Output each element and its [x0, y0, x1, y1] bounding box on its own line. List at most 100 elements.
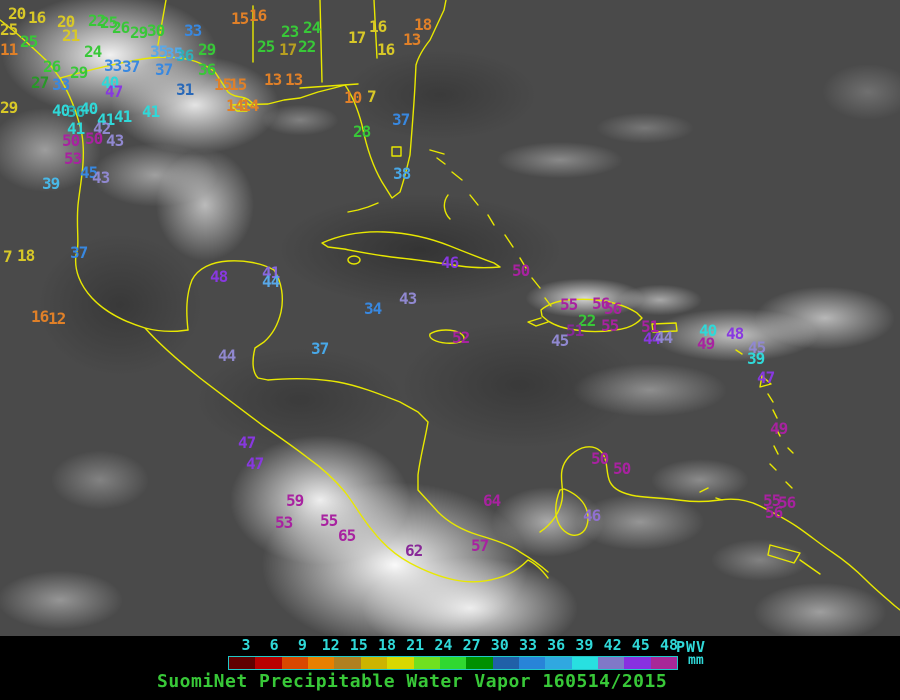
station-pwv-value: 55	[320, 511, 338, 530]
station-pwv-value: 20	[57, 12, 75, 31]
station-pwv-value: 44	[218, 346, 236, 365]
colorbar-tick: 30	[490, 636, 509, 654]
station-pwv-value: 25	[0, 20, 18, 39]
station-pwv-value: 13	[264, 70, 282, 89]
colorbar-tick: 21	[406, 636, 425, 654]
colorbar	[228, 656, 678, 670]
station-pwv-value: 56	[604, 299, 622, 318]
colorbar-segment	[439, 657, 467, 669]
colorbar-segment	[571, 657, 599, 669]
station-pwv-value: 15	[214, 75, 232, 94]
station-pwv-value: 24	[303, 18, 321, 37]
station-pwv-value: 17	[348, 28, 366, 47]
station-pwv-value: 14	[226, 96, 244, 115]
colorbar-segment	[334, 657, 361, 669]
station-pwv-value: 36	[198, 60, 216, 79]
state-border	[299, 83, 359, 89]
station-pwv-value: 47	[246, 454, 264, 473]
station-pwv-value: 23	[281, 22, 299, 41]
colorbar-segment	[413, 657, 440, 669]
state-border	[319, 0, 323, 83]
station-pwv-value: 45	[80, 163, 98, 182]
lake-okeechobee	[391, 146, 402, 157]
colorbar-segment	[308, 657, 335, 669]
coast-puerto-rico	[651, 322, 678, 333]
station-pwv-value: 64	[483, 491, 501, 510]
station-pwv-value: 37	[70, 243, 88, 262]
satellite-map: 20 16 20 21 25 22 25 26 29 30 33 29 11 25 24 35 35 36 26 29…	[0, 0, 900, 636]
station-pwv-value: 55	[763, 491, 781, 510]
bahamas-islands	[429, 149, 552, 307]
station-pwv-value: 29	[70, 63, 88, 82]
station-pwv-value: 16	[249, 6, 267, 25]
station-pwv-value: 13	[285, 70, 303, 89]
station-pwv-value: 30	[147, 21, 165, 40]
station-pwv-value: 37	[122, 57, 140, 76]
coast-jamaica	[429, 329, 465, 344]
state-border	[373, 0, 378, 59]
lesser-antilles-islands	[699, 349, 794, 501]
station-pwv-value: 56	[778, 493, 796, 512]
station-pwv-value: 31	[176, 80, 194, 99]
station-pwv-value: 22	[298, 37, 316, 56]
station-pwv-value: 33	[184, 21, 202, 40]
station-pwv-value: 49	[770, 419, 788, 438]
station-pwv-value: 55	[560, 295, 578, 314]
station-pwv-value: 21	[62, 26, 80, 45]
station-pwv-value: 52	[452, 328, 470, 347]
colorbar-tick: 9	[297, 636, 307, 654]
colorbar-segment	[624, 657, 651, 669]
coastline-overlay	[0, 0, 900, 611]
station-pwv-value: 40	[52, 101, 70, 120]
station-pwv-value: 11	[0, 40, 18, 59]
station-pwv-value: 25	[20, 32, 38, 51]
station-pwv-value: 13	[403, 30, 421, 49]
station-pwv-value: 22	[88, 11, 106, 30]
coast-yucatan	[186, 260, 283, 381]
station-pwv-value: 44	[643, 329, 661, 348]
colorbar-segment	[545, 657, 572, 669]
station-pwv-value: 27	[31, 73, 49, 92]
station-pwv-value: 36	[176, 46, 194, 65]
station-pwv-value: 26	[43, 57, 61, 76]
station-pwv-value: 45	[748, 338, 766, 357]
station-pwv-value: 38	[393, 164, 411, 183]
station-pwv-value: 24	[84, 42, 102, 61]
pwv-unit-label: PWV	[676, 638, 707, 656]
colorbar-segment	[360, 657, 388, 669]
coast-south-america	[539, 446, 900, 611]
colorbar-tick: 45	[631, 636, 650, 654]
colorbar-tick: 33	[518, 636, 538, 654]
station-pwv-value: 20	[8, 4, 26, 23]
colorbar-tick: 12	[321, 636, 340, 654]
station-pwv-value: 41	[262, 263, 280, 282]
station-pwv-value: 17	[279, 40, 297, 59]
station-pwv-value: 56	[765, 503, 783, 522]
station-pwv-value: 50	[62, 131, 80, 150]
station-pwv-value: 25	[257, 37, 275, 56]
station-pwv-value: 7	[3, 247, 13, 266]
station-pwv-value: 35	[165, 44, 183, 63]
colorbar-tick: 48	[659, 636, 679, 654]
station-pwv-value: 16	[377, 40, 395, 59]
coast-trinidad	[767, 544, 821, 575]
colorbar-segment	[598, 657, 625, 669]
station-pwv-value: 47	[105, 82, 123, 101]
station-pwv-value: 33	[52, 75, 70, 94]
station-pwv-value: 41	[114, 107, 132, 126]
colorbar-segment	[518, 657, 546, 669]
station-pwv-value: 46	[583, 506, 601, 525]
station-pwv-value: 53	[64, 149, 82, 168]
station-pwv-value: 29	[198, 40, 216, 59]
colorbar-segment	[281, 657, 309, 669]
station-pwv-value: 44	[655, 328, 673, 347]
station-pwv-value: 50	[512, 261, 530, 280]
colorbar-segment	[466, 657, 493, 669]
station-pwv-value: 37	[311, 339, 329, 358]
station-pwv-value: 56	[592, 294, 610, 313]
station-pwv-value: 15	[231, 9, 249, 28]
station-pwv-value: 51	[641, 317, 659, 336]
coast-central-america-pacific	[144, 327, 549, 583]
station-pwv-value: 26	[112, 18, 130, 37]
